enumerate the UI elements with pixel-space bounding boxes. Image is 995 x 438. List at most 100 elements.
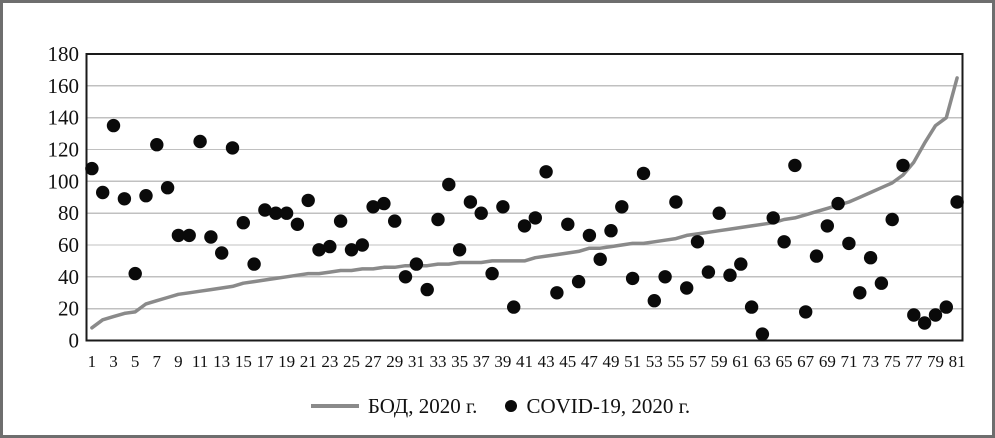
x-axis-tick-label: 11 (192, 352, 208, 371)
x-axis-tick-label: 33 (429, 352, 446, 371)
scatter-point (150, 138, 164, 152)
scatter-point (323, 239, 337, 254)
x-axis-tick-label: 81 (949, 352, 966, 371)
scatter-point (204, 230, 218, 244)
plot-border (85, 53, 964, 342)
x-axis-tick-label: 57 (689, 352, 707, 371)
scatter-point (744, 300, 759, 314)
scatter-point (680, 281, 694, 295)
scatter-point (701, 265, 716, 279)
x-axis-tick-label: 65 (776, 352, 793, 371)
scatter-point (582, 228, 597, 243)
scatter-point (777, 235, 791, 249)
scatter-point (561, 217, 575, 231)
scatter-point (874, 276, 889, 290)
legend-item-bod: БОД, 2020 г. (310, 393, 478, 419)
scatter-point (279, 206, 294, 220)
scatter-point (139, 189, 153, 203)
scatter-point (625, 271, 640, 286)
scatter-point (117, 192, 132, 206)
scatter-point (636, 166, 651, 181)
y-axis-tick-label: 120 (48, 138, 80, 162)
scatter-point (409, 257, 424, 271)
scatter-point (690, 235, 705, 249)
scatter-point (355, 238, 369, 252)
scatter-point (388, 214, 402, 228)
line-series-swatch (310, 404, 359, 408)
scatter-point (463, 195, 478, 209)
x-axis-tick-label: 75 (884, 352, 901, 371)
scatter-point (820, 219, 834, 233)
scatter-point (571, 274, 586, 289)
scatter-point (420, 282, 434, 297)
scatter-point (528, 211, 542, 225)
x-axis-tick-label: 21 (300, 352, 317, 371)
scatter-point (766, 211, 780, 225)
scatter-point (96, 185, 110, 200)
y-axis-tick-label: 180 (48, 42, 80, 66)
x-axis-tick-label: 29 (386, 352, 403, 371)
x-axis-tick-label: 7 (153, 352, 162, 371)
x-axis-tick-label: 59 (711, 352, 728, 371)
scatter-point (215, 246, 229, 260)
scatter-point (723, 268, 737, 282)
scatter-point (301, 193, 315, 208)
scatter-point (225, 141, 240, 155)
x-axis-tick-label: 35 (451, 352, 468, 371)
chart-legend: БОД, 2020 г. COVID-19, 2020 г. (3, 391, 992, 421)
scatter-point (398, 270, 413, 284)
x-axis-tick-label: 61 (732, 352, 749, 371)
x-axis-tick-label: 19 (278, 352, 295, 371)
scatter-point (442, 177, 456, 192)
scatter-point (247, 257, 261, 271)
scatter-point (236, 216, 250, 230)
scatter-point (788, 158, 802, 173)
scatter-point (593, 252, 607, 266)
scatter-point (896, 158, 910, 173)
x-axis-tick-label: 71 (840, 352, 857, 371)
x-axis-tick-label: 5 (131, 352, 140, 371)
y-axis-tick-label: 0 (69, 329, 80, 353)
x-axis-tick-label: 55 (667, 352, 684, 371)
scatter-point (928, 308, 943, 322)
x-axis-tick-label: 41 (516, 352, 533, 371)
x-axis-tick-label: 47 (581, 352, 599, 371)
scatter-point (907, 308, 921, 322)
y-axis-tick-label: 160 (48, 74, 80, 98)
scatter-point (734, 257, 748, 271)
legend-label-bod: БОД, 2020 г. (367, 393, 478, 418)
x-axis-tick-label: 77 (905, 352, 923, 371)
x-axis-tick-label: 25 (343, 352, 360, 371)
x-axis-tick-label: 49 (603, 352, 620, 371)
x-axis-tick-label: 45 (559, 352, 576, 371)
x-axis-tick-label: 51 (624, 352, 641, 371)
scatter-point (290, 217, 305, 231)
scatter-point (269, 206, 283, 220)
x-axis-tick-label: 63 (754, 352, 771, 371)
scatter-point (842, 236, 856, 251)
scatter-point (377, 196, 391, 211)
scatter-point (431, 212, 445, 227)
x-axis-tick-label: 23 (321, 352, 338, 371)
scatter-point (182, 228, 196, 243)
scatter-point (885, 212, 899, 227)
scatter-point (755, 327, 770, 341)
line-series (90, 76, 959, 330)
scatter-point (615, 200, 629, 214)
scatter-point (128, 266, 142, 281)
scatter-point (344, 243, 359, 257)
scatter-point (366, 200, 380, 214)
scatter-point (193, 134, 207, 149)
scatter-point (312, 243, 326, 257)
scatter-point (853, 286, 867, 300)
y-axis-tick-label: 80 (58, 201, 79, 225)
x-axis-tick-label: 67 (797, 352, 815, 371)
y-axis-tick-label: 60 (58, 233, 79, 257)
scatter-point (550, 286, 564, 300)
scatter-point (485, 266, 499, 281)
scatter-point (799, 305, 813, 319)
x-axis-tick-label: 15 (235, 352, 252, 371)
x-axis-tick-label: 13 (213, 352, 230, 371)
x-axis-tick-label: 43 (538, 352, 555, 371)
scatter-series-swatch (505, 400, 518, 412)
